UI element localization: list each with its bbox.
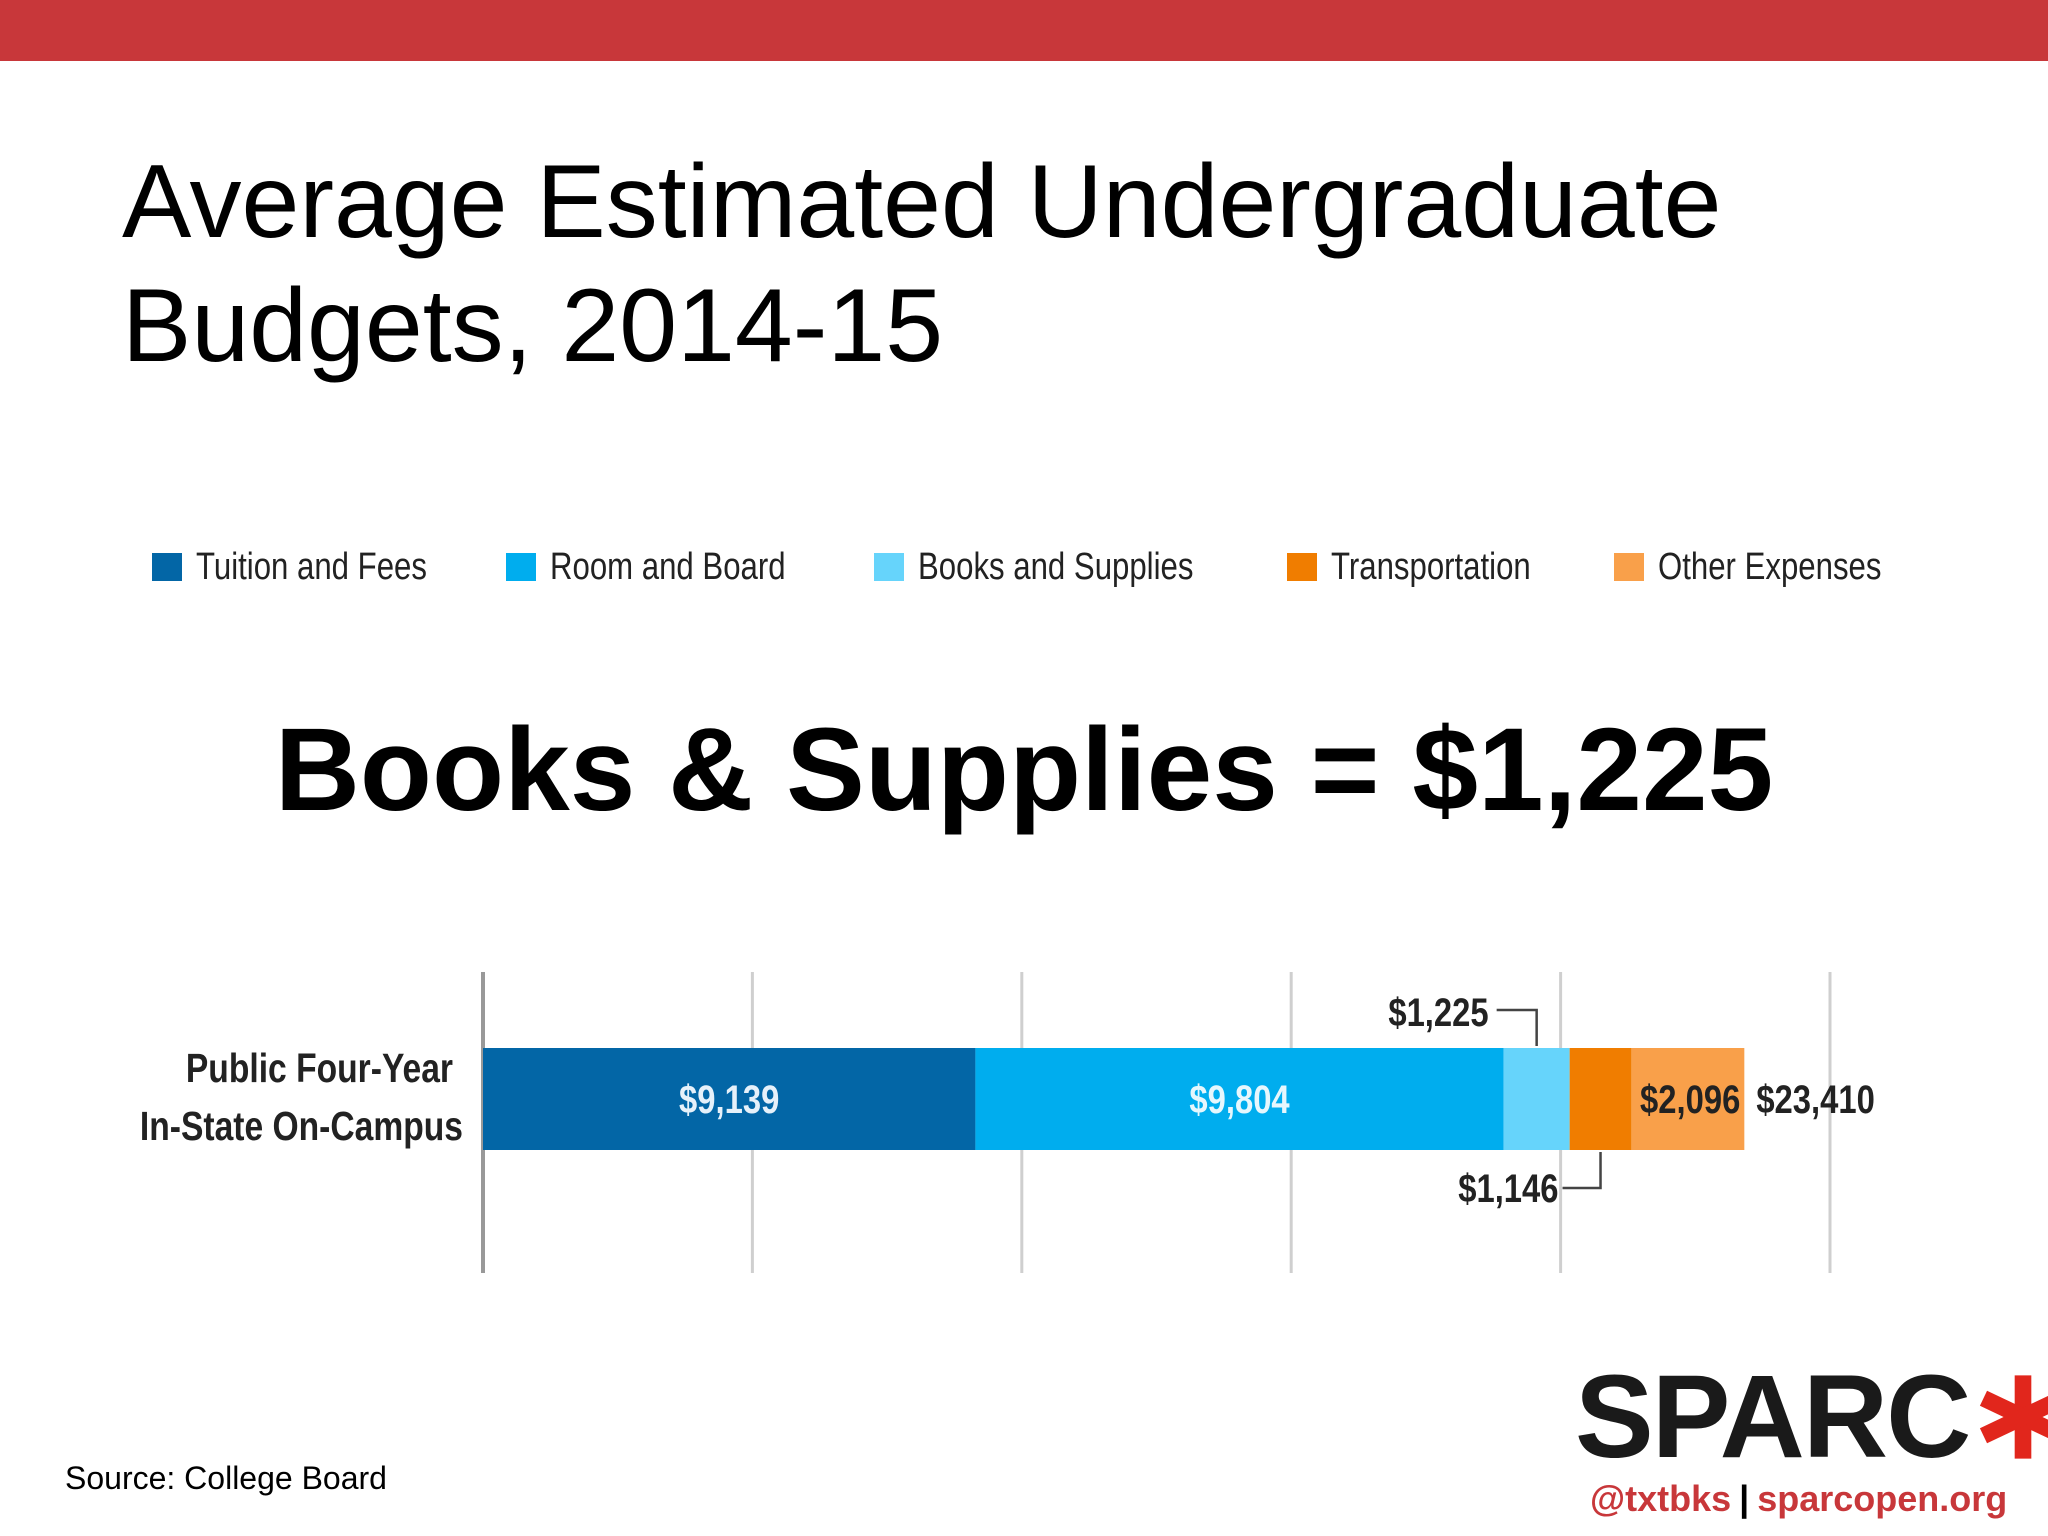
sparc-logo-text: SPARC [1575,1351,1971,1483]
chart-legend: Tuition and Fees Room and Board Books and … [152,545,1952,589]
legend-item-tuition-and-fees: Tuition and Fees [152,545,478,589]
category-label-line-2: In-State On-Campus [140,1103,463,1149]
website-link[interactable]: sparcopen.org [1757,1478,2008,1519]
data-label-tuition: $9,139 [679,1077,779,1122]
legend-swatch [152,553,182,581]
category-label-line-1: Public Four-Year [186,1045,453,1091]
books-supplies-callout: Books & Supplies = $1,225 [274,704,1774,836]
stacked-bar-chart: $9,139 $9,804 $2,096 $1,225 $1,146 $23,410 Pub… [140,972,1875,1273]
legend-label: Books and Supplies [918,545,1194,588]
sparc-logo: SPARC [1575,1351,2048,1483]
footer-separator: | [1739,1478,1750,1519]
legend-swatch [506,553,536,581]
legend-swatch [1287,553,1317,581]
asterisk-icon [1980,1375,2048,1459]
legend-swatch [874,553,904,581]
data-label-other-expenses: $2,096 [1640,1077,1740,1122]
bar-segment-books-and-supplies [1503,1048,1570,1150]
twitter-handle-link[interactable]: @txtbks [1590,1478,1732,1519]
legend-label: Tuition and Fees [196,545,427,588]
legend-item-books-and-supplies: Books and Supplies [874,545,1254,589]
bar-segment-tuition-and-fees [483,1048,976,1150]
legend-item-other-expenses: Other Expenses [1614,545,1930,589]
legend-label: Other Expenses [1658,545,1882,588]
bar-segment-other-expenses [1631,1048,1745,1150]
slide-title-line-1: Average Estimated Undergraduate [122,144,1722,260]
top-accent-bar [0,0,2048,61]
slide-title: Average Estimated Undergraduate Budgets,… [122,140,1922,388]
legend-item-room-and-board: Room and Board [506,545,837,589]
bar-segment-room-and-board [975,1048,1504,1150]
footer-links: @txtbks | sparcopen.org [1590,1478,2007,1520]
data-label-books-supplies: $1,225 [1388,990,1488,1035]
legend-item-transportation: Transportation [1287,545,1575,589]
legend-label: Transportation [1331,545,1531,588]
legend-label: Room and Board [550,545,786,588]
slide-title-line-2: Budgets, 2014-15 [122,268,944,384]
data-label-room-board: $9,804 [1189,1077,1290,1122]
leader-line-books [1496,1008,1538,1046]
source-note: Source: College Board [65,1460,387,1496]
bar-segment-transportation [1569,1048,1632,1150]
legend-swatch [1614,553,1644,581]
data-label-transportation: $1,146 [1458,1166,1558,1211]
data-label-total: $23,410 [1756,1077,1875,1122]
leader-line-transportation [1562,1152,1602,1190]
